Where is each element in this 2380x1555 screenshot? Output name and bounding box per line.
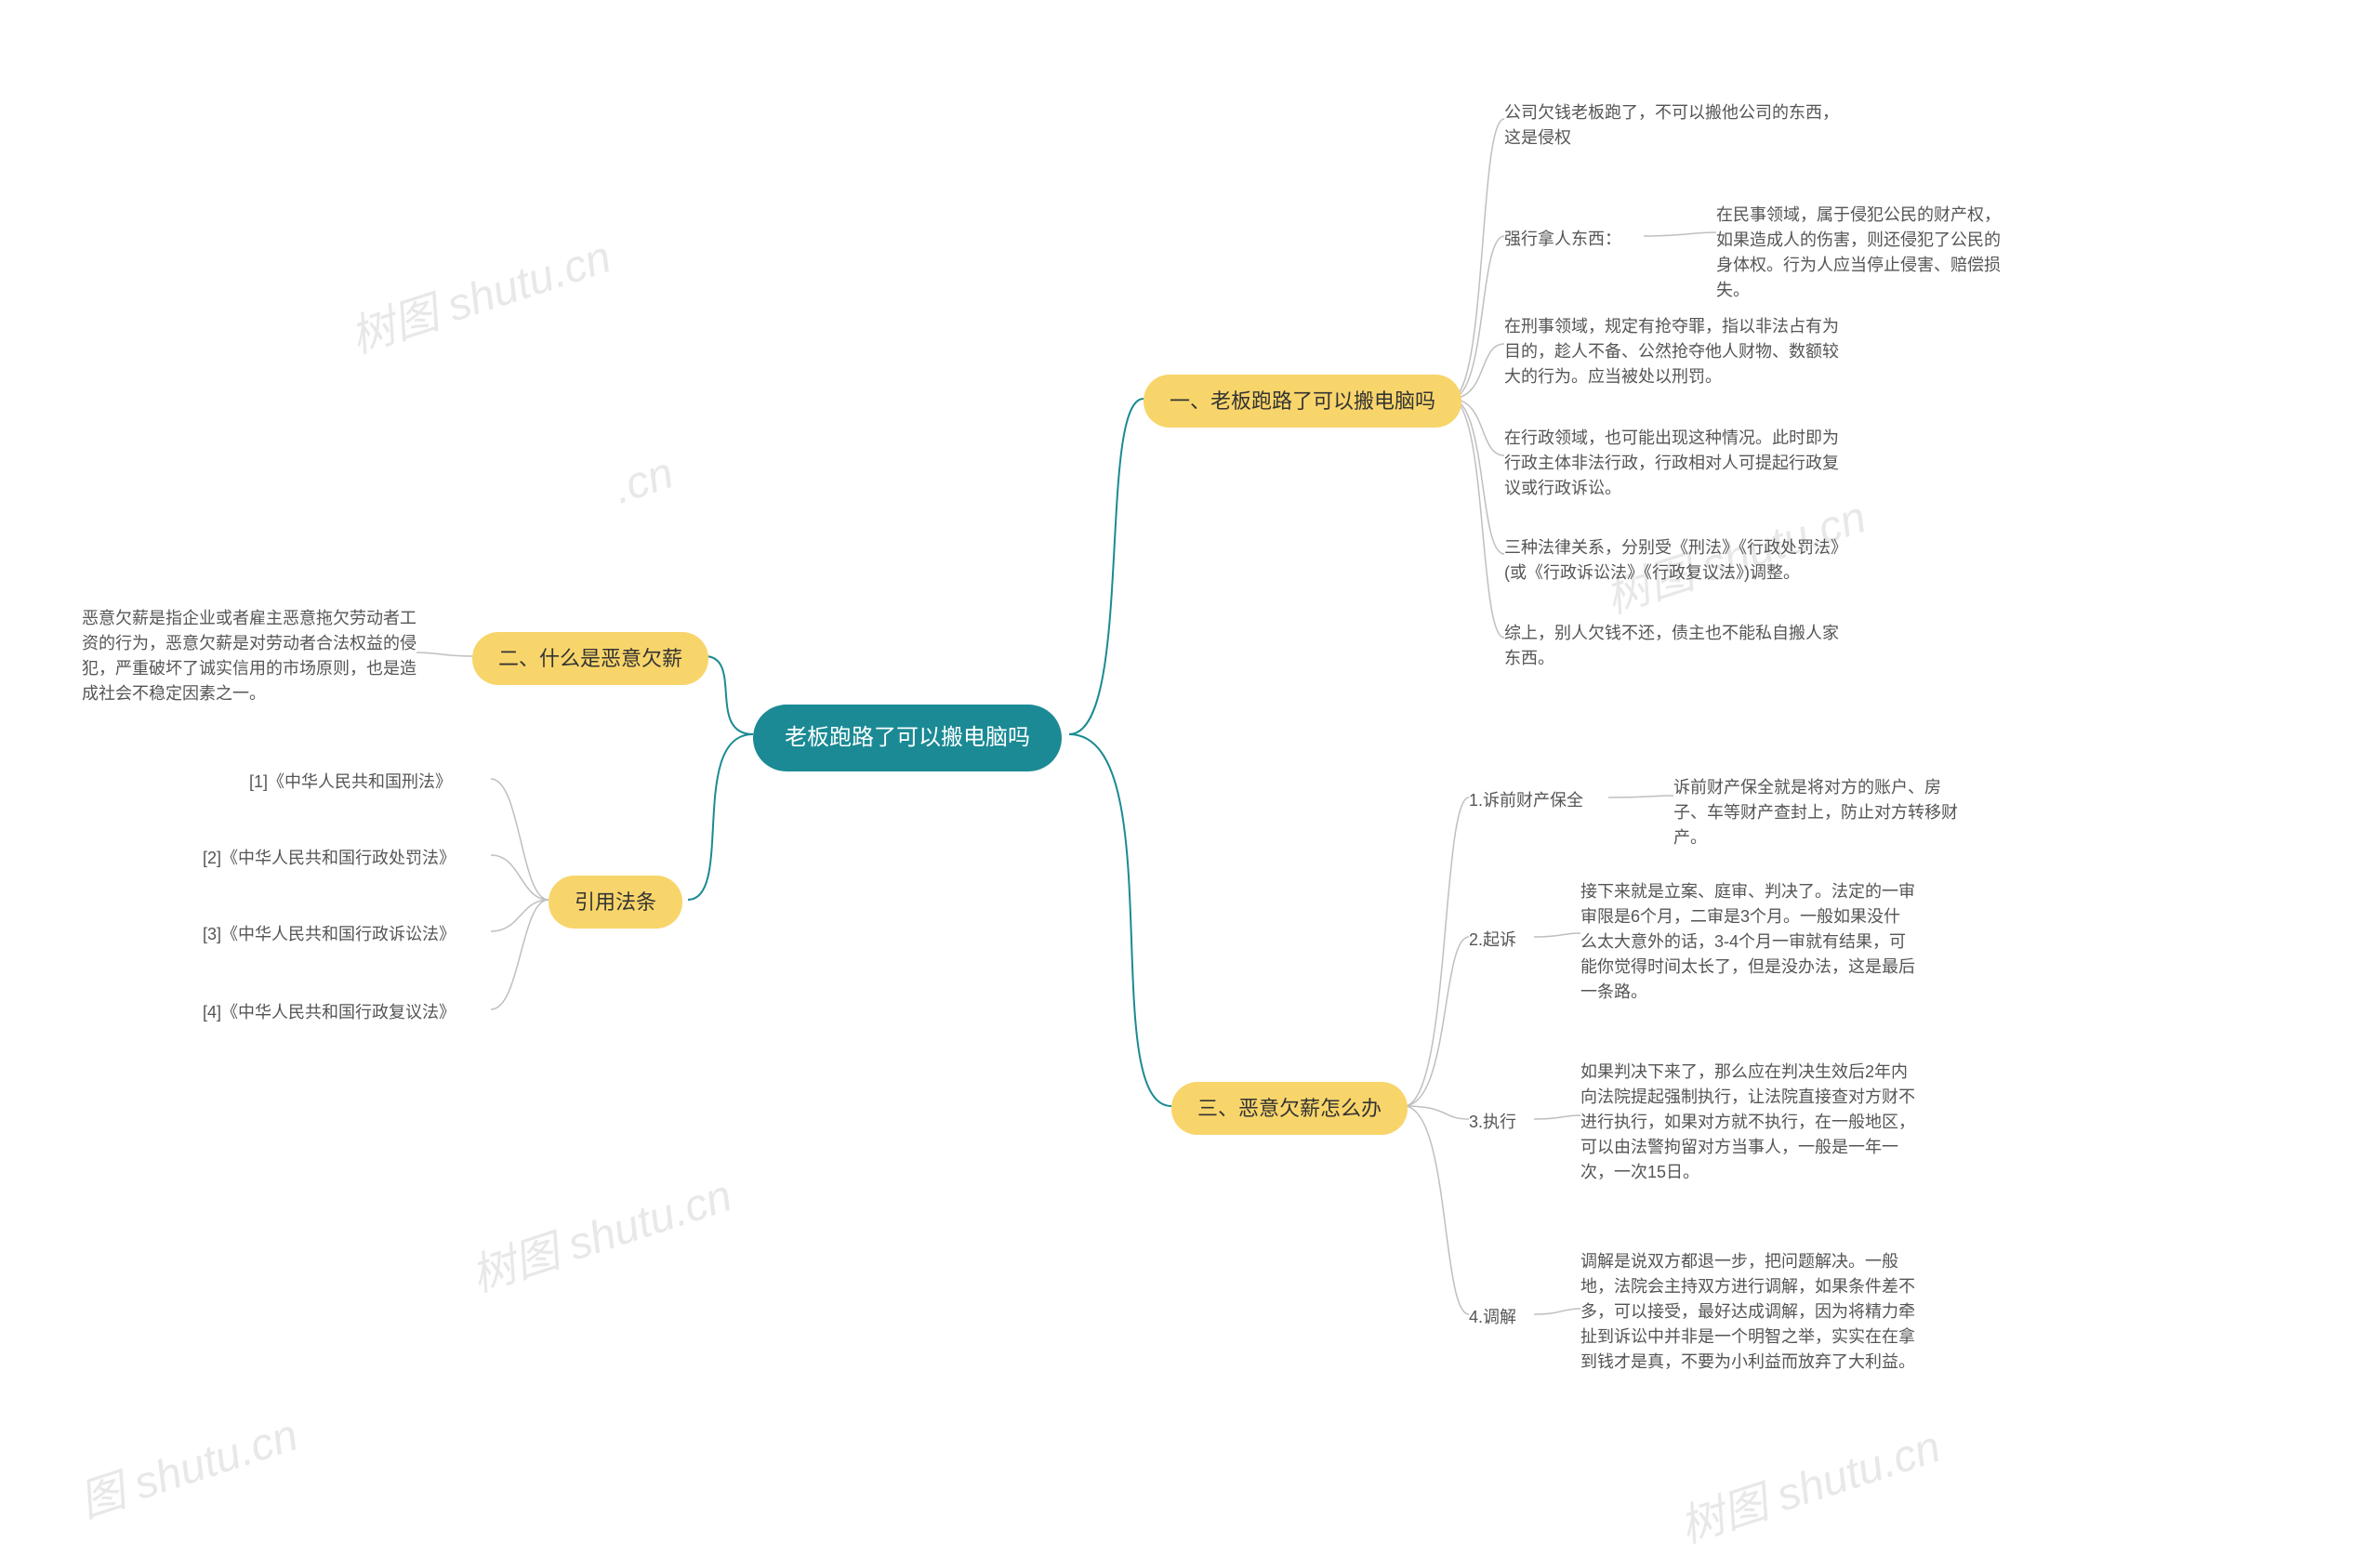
leaf-b1-1: 强行拿人东西： (1504, 227, 1621, 252)
watermark: .cn (607, 447, 680, 514)
leaf-b1-3: 在行政领域，也可能出现这种情况。此时即为行政主体非法行政，行政相对人可提起行政复… (1504, 426, 1839, 501)
leaf-b3-0-0: 诉前财产保全就是将对方的账户、房子、车等财产查封上，防止对方转移财产。 (1673, 775, 1971, 850)
leaf-b3-0: 1.诉前财产保全 (1469, 788, 1583, 813)
watermark: 树图 shutu.cn (461, 1159, 738, 1304)
branch-section-1[interactable]: 一、老板跑路了可以搬电脑吗 (1144, 375, 1461, 428)
branch-section-3[interactable]: 三、恶意欠薪怎么办 (1171, 1082, 1408, 1135)
leaf-b3-1-0: 接下来就是立案、庭审、判决了。法定的一审审限是6个月，二审是3个月。一般如果没什… (1580, 879, 1915, 1005)
mindmap-root[interactable]: 老板跑路了可以搬电脑吗 (753, 705, 1062, 771)
leaf-b1-2: 在刑事领域，规定有抢夺罪，指以非法占有为目的，趁人不备、公然抢夺他人财物、数额较… (1504, 314, 1839, 389)
watermark: 树图 shutu.cn (1670, 1410, 1947, 1555)
leaf-b4-1: [2]《中华人民共和国行政处罚法》 (203, 846, 456, 871)
leaf-b4-0: [1]《中华人民共和国刑法》 (249, 770, 452, 795)
leaf-b3-3-0: 调解是说双方都退一步，把问题解决。一般地，法院会主持双方进行调解，如果条件差不多… (1580, 1249, 1915, 1375)
watermark: 图 shutu.cn (70, 1398, 305, 1530)
leaf-b3-1: 2.起诉 (1469, 928, 1516, 953)
leaf-b3-2-0: 如果判决下来了，那么应在判决生效后2年内向法院提起强制执行，让法院直接查对方财不… (1580, 1060, 1915, 1185)
branch-section-2[interactable]: 二、什么是恶意欠薪 (472, 632, 708, 685)
leaf-b1-0: 公司欠钱老板跑了，不可以搬他公司的东西，这是侵权 (1504, 100, 1839, 151)
branch-references[interactable]: 引用法条 (549, 876, 682, 929)
leaf-b3-3: 4.调解 (1469, 1305, 1516, 1330)
leaf-b4-3: [4]《中华人民共和国行政复议法》 (203, 1000, 456, 1025)
leaf-b4-2: [3]《中华人民共和国行政诉讼法》 (203, 922, 456, 947)
leaf-b1-5: 综上，别人欠钱不还，债主也不能私自搬人家东西。 (1504, 621, 1839, 671)
leaf-b2-0: 恶意欠薪是指企业或者雇主恶意拖欠劳动者工资的行为，恶意欠薪是对劳动者合法权益的侵… (82, 606, 416, 706)
leaf-b1-1-0: 在民事领域，属于侵犯公民的财产权，如果造成人的伤害，则还侵犯了公民的身体权。行为… (1716, 203, 2014, 303)
connector-layer (0, 0, 2380, 1504)
leaf-b1-4: 三种法律关系，分别受《刑法》《行政处罚法》(或《行政诉讼法》《行政复议法》)调整… (1504, 535, 1839, 586)
watermark: 树图 shutu.cn (340, 220, 617, 365)
leaf-b3-2: 3.执行 (1469, 1110, 1516, 1135)
